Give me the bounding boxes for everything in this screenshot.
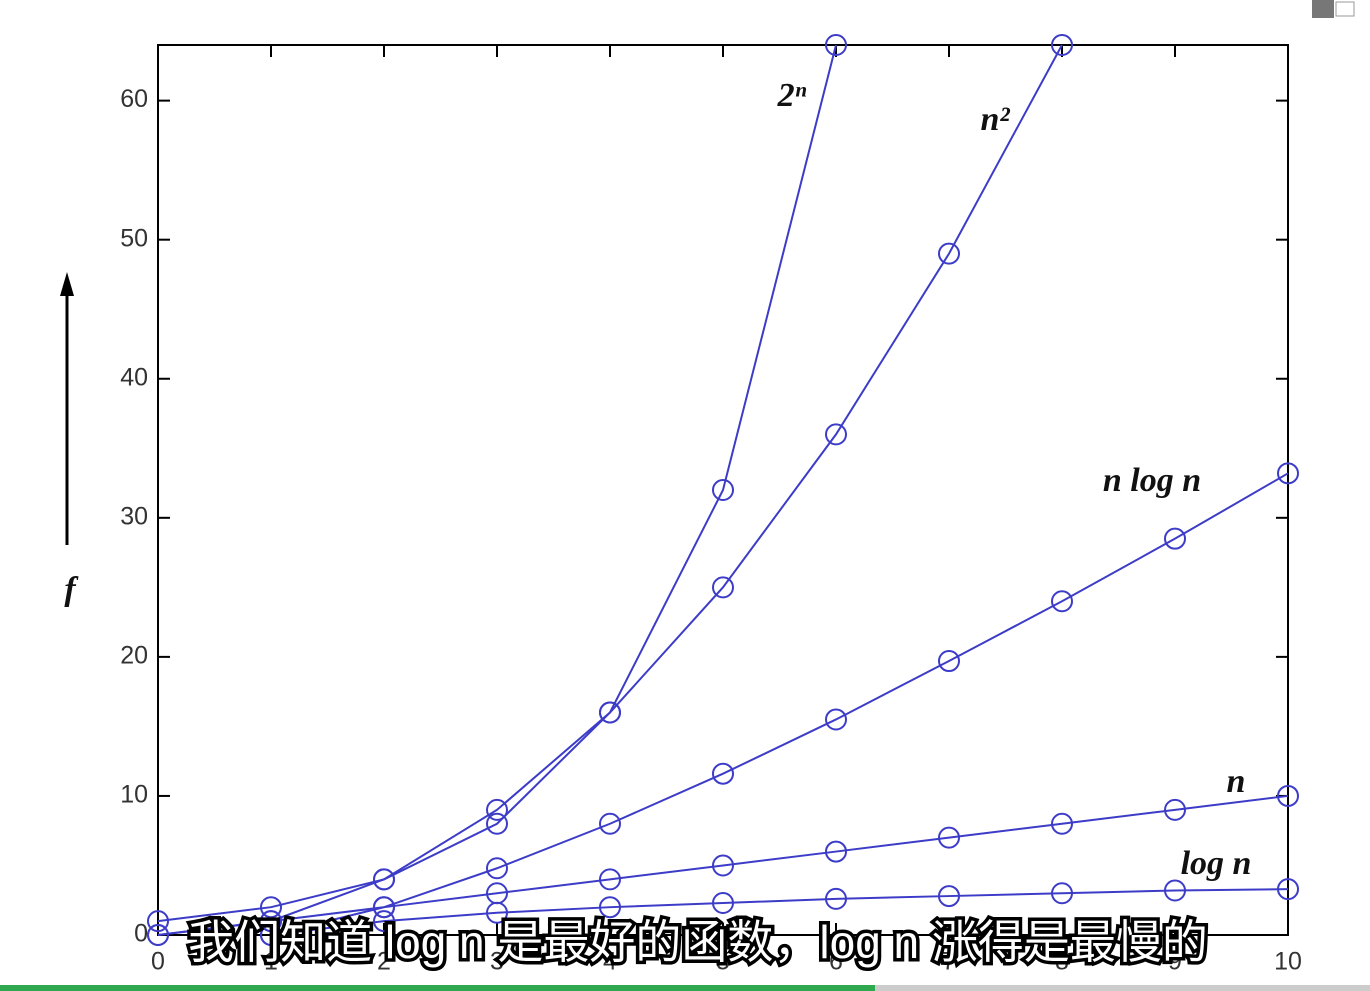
marker (825, 840, 847, 863)
marker (938, 650, 960, 673)
marker (147, 924, 169, 946)
marker (1051, 812, 1073, 835)
marker (599, 812, 621, 835)
marker (938, 885, 960, 908)
series-label: 2ⁿ (777, 77, 807, 114)
y-tick-label: 20 (120, 641, 148, 669)
marker (486, 798, 508, 821)
marker (712, 892, 734, 915)
series-label: log n (1181, 845, 1252, 882)
marker (147, 910, 169, 933)
x-tick-label: 6 (829, 948, 843, 976)
marker (1051, 590, 1073, 613)
x-tick-label: 7 (942, 948, 956, 976)
marker (599, 701, 621, 724)
y-arrow-head (60, 272, 74, 296)
marker (1277, 878, 1299, 901)
x-tick-label: 1 (264, 948, 278, 976)
y-axis-label: f (64, 571, 79, 608)
marker (712, 479, 734, 501)
marker (825, 887, 847, 910)
marker (1277, 462, 1299, 485)
marker (373, 868, 395, 891)
marker (486, 812, 508, 835)
marker (825, 708, 847, 731)
caption: 我们知道 log n 是最好的函数，log n 涨得是最慢的 (188, 916, 1208, 968)
series-line (157, 44, 837, 923)
x-tick-label: 2 (377, 948, 391, 976)
marker (1164, 527, 1186, 550)
marker (825, 423, 847, 446)
y-tick-label: 30 (120, 502, 148, 530)
marker (1277, 784, 1299, 807)
series-label: n² (980, 101, 1010, 138)
x-tick-label: 8 (1055, 948, 1069, 976)
y-tick-label: 10 (120, 781, 148, 809)
series-line (157, 44, 1063, 936)
series-line (270, 472, 1289, 936)
marker (373, 910, 395, 933)
marker (486, 857, 508, 880)
y-tick-label: 40 (120, 363, 148, 391)
corner-icon (1312, 0, 1334, 18)
x-tick-label: 3 (490, 948, 504, 976)
marker (599, 868, 621, 891)
marker (938, 242, 960, 265)
x-tick-label: 5 (716, 948, 730, 976)
x-tick-label: 9 (1168, 948, 1182, 976)
marker (373, 896, 395, 919)
progress-played (0, 985, 875, 991)
marker (1051, 34, 1073, 56)
x-tick-label: 10 (1274, 948, 1302, 976)
marker (938, 826, 960, 849)
series-line (270, 888, 1289, 936)
x-tick-label: 4 (603, 948, 617, 976)
marker (260, 910, 282, 933)
marker (599, 896, 621, 919)
marker (712, 854, 734, 877)
marker (1164, 798, 1186, 821)
marker (1051, 882, 1073, 905)
x-tick-label: 0 (151, 948, 165, 976)
y-tick-label: 50 (120, 224, 148, 252)
series-label: n (1227, 763, 1246, 800)
y-tick-label: 0 (134, 920, 148, 948)
marker (260, 896, 282, 919)
y-tick-label: 60 (120, 85, 148, 113)
marker (712, 762, 734, 785)
marker (1164, 879, 1186, 902)
marker (825, 34, 847, 56)
marker (712, 576, 734, 599)
corner-icon (1335, 1, 1355, 17)
series-label: n log n (1103, 462, 1201, 499)
progress-rest (875, 985, 1370, 991)
marker (486, 901, 508, 924)
series-line (157, 794, 1289, 936)
marker (260, 924, 282, 946)
